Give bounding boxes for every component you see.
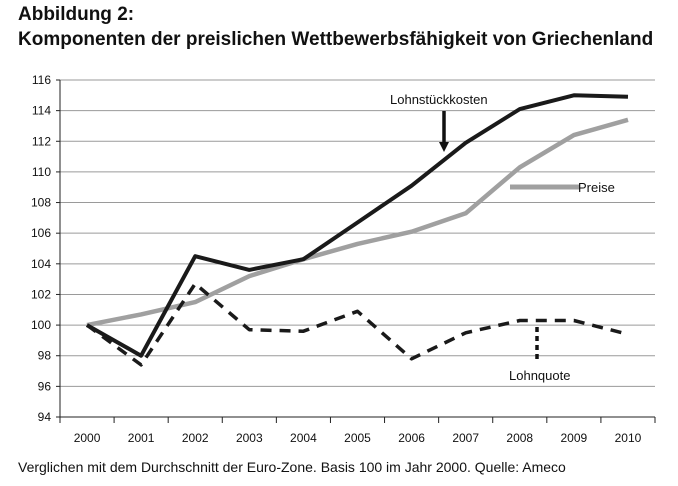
y-tick-label: 98 — [38, 349, 52, 363]
series-label-lohnquote: Lohnquote — [509, 368, 570, 383]
x-tick-label: 2002 — [182, 431, 209, 445]
x-tick-label: 2003 — [236, 431, 263, 445]
series-lines — [85, 93, 629, 367]
y-tick-label: 112 — [32, 134, 51, 148]
x-tick-label: 2004 — [290, 431, 317, 445]
series-label-lohnstueckkosten: Lohnstückkosten — [390, 92, 488, 107]
axes: 94 96 98 100 102 104 106 108 110 112 114 116 2000 200… — [31, 73, 656, 445]
y-tick-label: 100 — [31, 318, 51, 332]
series-label-preise: Preise — [578, 180, 615, 195]
x-tick-label: 2005 — [344, 431, 371, 445]
source-caption: Verglichen mit dem Durchschnitt der Euro… — [18, 459, 566, 475]
series-line-lohnquote — [85, 281, 629, 367]
y-tick-label: 110 — [32, 165, 51, 179]
y-tick-label: 104 — [31, 257, 51, 271]
x-tick-label: 2009 — [561, 431, 588, 445]
y-tick-label: 114 — [32, 104, 51, 118]
chart-title-line-2: Komponenten der preislichen Wettbewerbsf… — [18, 29, 654, 50]
series-line-lohnstückkosten — [86, 93, 629, 358]
x-tick-label: 2006 — [398, 431, 425, 445]
x-tick-label: 2001 — [128, 431, 155, 445]
y-tick-label: 106 — [31, 226, 51, 240]
x-tick-label: 2010 — [615, 431, 642, 445]
series-annotations: Lohnstückkosten Preise Lohnquote — [390, 92, 615, 383]
y-tick-label: 116 — [32, 73, 51, 87]
x-tick-label: 2000 — [74, 431, 101, 445]
y-tick-label: 96 — [38, 379, 52, 393]
x-tick-label: 2007 — [452, 431, 479, 445]
x-tick-label: 2008 — [506, 431, 533, 445]
leader-arrow-lohnstueckkosten — [439, 142, 449, 152]
chart-title-line-1: Abbildung 2: — [18, 4, 135, 25]
series-line-preise — [86, 117, 629, 328]
y-tick-label: 108 — [31, 196, 51, 210]
y-tick-label: 94 — [38, 410, 52, 424]
y-tick-label: 102 — [31, 287, 51, 301]
